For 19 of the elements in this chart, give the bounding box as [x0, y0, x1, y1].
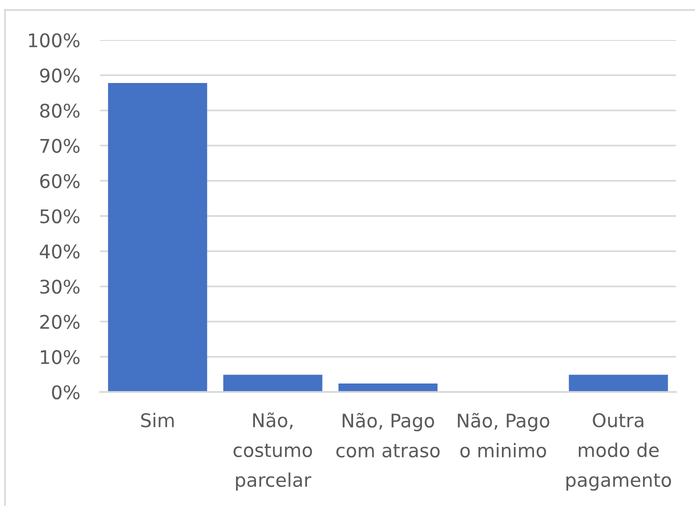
x-tick-label: Não, Pago o minimo	[458, 412, 550, 458]
y-tick-label: 0%	[52, 385, 80, 400]
bar	[223, 374, 322, 392]
y-tick-label: 30%	[40, 280, 80, 294]
y-tick-label: 10%	[40, 350, 80, 364]
x-tick-label: Não, Pago com atraso	[336, 412, 440, 458]
bar	[108, 82, 208, 392]
y-tick-label: 50%	[40, 209, 80, 224]
y-tick-label: 60%	[40, 174, 80, 188]
x-tick-label: Não, costumo parcelar	[234, 412, 312, 491]
y-tick-label: 80%	[40, 104, 80, 118]
bar	[568, 374, 668, 392]
y-tick-label: 100%	[29, 33, 80, 48]
y-tick-label: 90%	[40, 68, 80, 83]
x-tick-label: Outra modo de pagamento	[566, 413, 672, 491]
y-tick-label: 20%	[40, 314, 80, 329]
y-tick-label: 70%	[40, 138, 80, 153]
y-tick-label: 40%	[40, 244, 80, 259]
x-tick-label: Sim	[141, 412, 174, 428]
